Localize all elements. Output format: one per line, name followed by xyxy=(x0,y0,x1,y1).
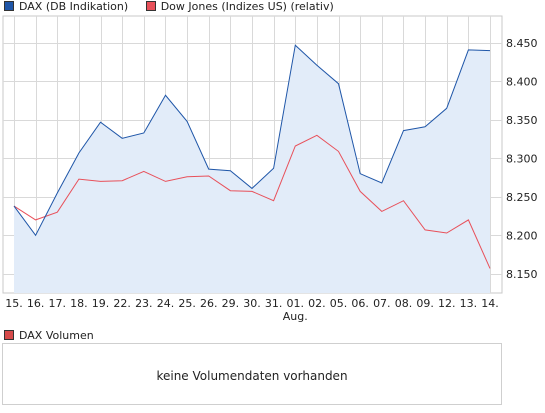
volume-legend: DAX Volumen xyxy=(4,329,94,342)
x-tick-label: 13. xyxy=(460,297,478,310)
x-tick-label: 29. xyxy=(222,297,240,310)
x-tick-label: 23. xyxy=(135,297,153,310)
x-tick-label: 19. xyxy=(92,297,110,310)
volume-swatch xyxy=(4,330,14,340)
x-tick-label: 22. xyxy=(113,297,131,310)
series-lines xyxy=(13,44,491,269)
volume-legend-label: DAX Volumen xyxy=(19,329,94,342)
x-tick-label: 07. xyxy=(373,297,391,310)
x-tick-label: 24. xyxy=(157,297,175,310)
y-tick-label: 8.150 xyxy=(506,268,538,281)
x-tick-label: 01. xyxy=(287,297,305,310)
chart-legend: DAX (DB Indikation) Dow Jones (Indizes U… xyxy=(4,0,348,14)
x-tick-label: 14. xyxy=(481,297,499,310)
x-tick-label: 17. xyxy=(49,297,67,310)
month-label: Aug. xyxy=(283,310,308,323)
dax-swatch xyxy=(4,1,14,11)
y-tick-label: 8.200 xyxy=(506,229,538,242)
dax-area xyxy=(14,45,490,294)
legend-label-dax: DAX (DB Indikation) xyxy=(19,0,129,13)
dow-swatch xyxy=(145,1,156,11)
legend-label-dow: Dow Jones (Indizes US) (relativ) xyxy=(160,0,334,13)
x-tick-label: 18. xyxy=(70,297,88,310)
x-tick-label: 06. xyxy=(351,297,369,310)
x-tick-label: 05. xyxy=(330,297,348,310)
dax-series-line xyxy=(13,44,491,237)
y-tick-label: 8.300 xyxy=(506,152,538,165)
x-tick-label: 02. xyxy=(308,297,326,310)
y-tick-label: 8.400 xyxy=(506,75,538,88)
x-tick-label: 12. xyxy=(438,297,456,310)
x-tick-label: 16. xyxy=(27,297,45,310)
x-tick-label: 26. xyxy=(200,297,218,310)
volume-empty-message: keine Volumendaten vorhanden xyxy=(156,369,348,383)
x-axis-ticks: 15. 16. 17. 18. 19. 22. 23. 24. 25. 26. 29. 30. 31. 0… xyxy=(5,297,499,323)
volume-panel: keine Volumendaten vorhanden xyxy=(2,343,502,405)
x-tick-label: 15. xyxy=(5,297,23,310)
y-tick-label: 8.250 xyxy=(506,191,538,204)
x-tick-label: 09. xyxy=(416,297,434,310)
dax-area-fill xyxy=(14,45,490,294)
x-tick-label: 25. xyxy=(178,297,196,310)
x-tick-label: 30. xyxy=(243,297,261,310)
y-tick-label: 8.450 xyxy=(506,37,538,50)
legend-item-dax[interactable]: DAX (DB Indikation) xyxy=(4,0,128,13)
y-axis-ticks: 8.150 8.200 8.250 8.300 8.350 8.400 8.450 xyxy=(506,37,538,281)
y-tick-label: 8.350 xyxy=(506,114,538,127)
dow-series-line xyxy=(13,134,491,269)
legend-item-dow[interactable]: Dow Jones (Indizes US) (relativ) xyxy=(145,0,334,13)
x-tick-label: 08. xyxy=(395,297,413,310)
x-tick-label: 31. xyxy=(265,297,283,310)
